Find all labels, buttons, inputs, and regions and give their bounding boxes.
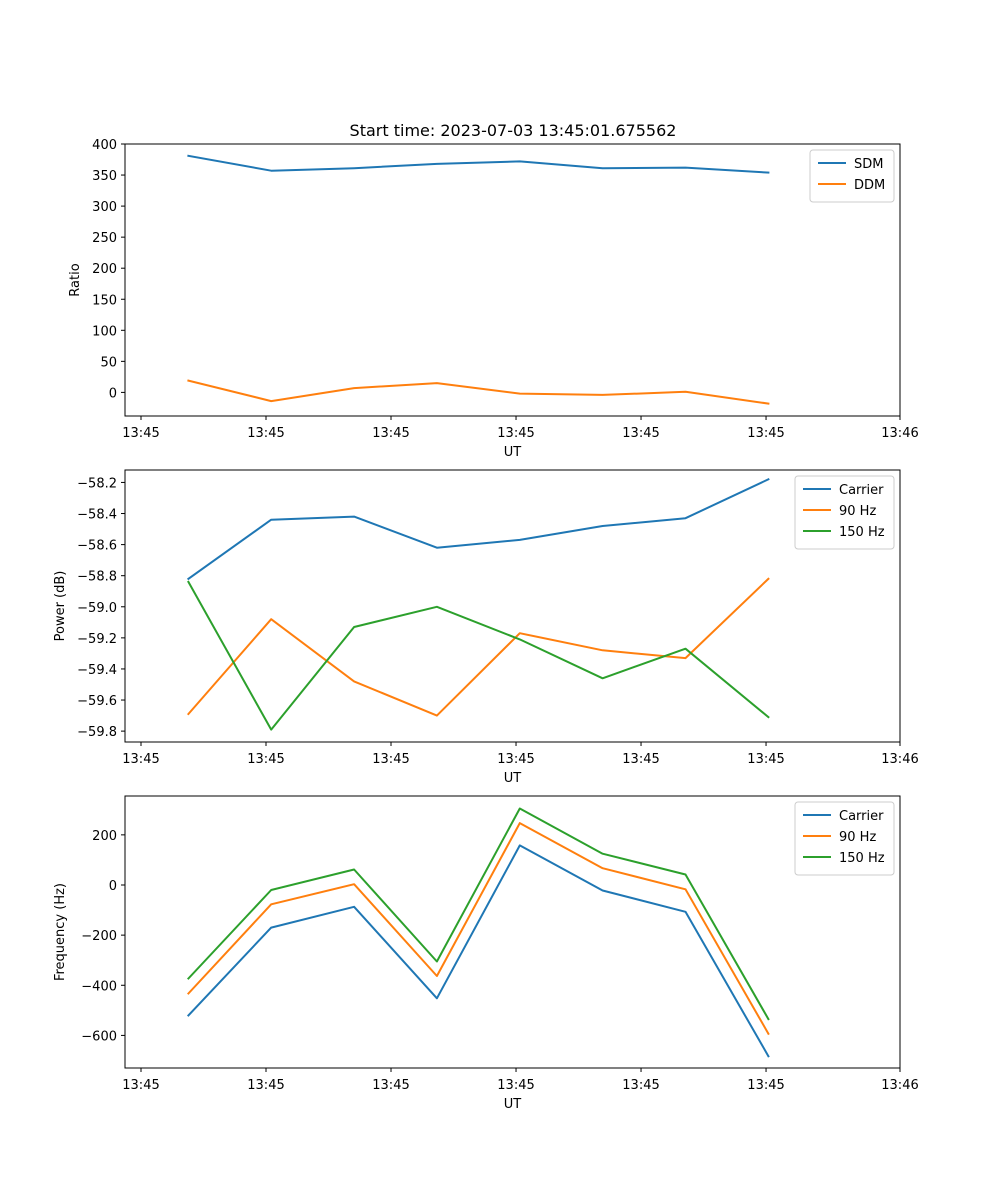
x-tick-label: 13:45 (622, 426, 659, 441)
legend-label: SDM (854, 157, 883, 172)
y-tick-label: 150 (92, 293, 117, 308)
y-tick-label: 200 (92, 262, 117, 277)
x-axis-label: UT (504, 445, 522, 460)
x-tick-label: 13:46 (881, 1078, 918, 1093)
legend: Carrier 90 Hz 150 Hz (794, 801, 895, 876)
y-tick-label: −58.6 (77, 539, 117, 554)
y-tick-label: 50 (100, 355, 117, 370)
x-tick-label: 13:45 (372, 752, 409, 767)
legend-label: 90 Hz (839, 830, 876, 845)
x-tick-label: 13:45 (747, 752, 784, 767)
y-tick-label: −59.4 (77, 663, 117, 678)
y-tick-label: −59.0 (77, 601, 117, 616)
y-tick-label: 0 (109, 879, 117, 894)
y-tick-label: −58.4 (77, 508, 117, 523)
x-tick-label: 13:46 (881, 752, 918, 767)
legend-label: 90 Hz (839, 504, 876, 519)
x-tick-label: 13:45 (372, 1078, 409, 1093)
plot-frame (124, 143, 901, 417)
x-tick-label: 13:45 (747, 1078, 784, 1093)
series-line-150-hz (186, 807, 770, 1021)
legend-label: DDM (854, 178, 885, 193)
x-tick-label: 13:45 (372, 426, 409, 441)
series-line-carrier (186, 844, 770, 1058)
x-tick-label: 13:45 (122, 1078, 159, 1093)
x-tick-label: 13:45 (247, 752, 284, 767)
y-tick-label: 400 (92, 138, 117, 153)
plot-frame (124, 795, 901, 1069)
legend-label: 150 Hz (839, 525, 885, 540)
y-axis-label: Power (dB) (53, 571, 68, 642)
x-axis-label: UT (504, 771, 522, 786)
legend-label: Carrier (839, 483, 884, 498)
y-tick-label: −58.8 (77, 570, 117, 585)
y-tick-label: 200 (92, 829, 117, 844)
series-line-ddm (187, 379, 770, 405)
legend-label: 150 Hz (839, 851, 885, 866)
y-tick-label: 100 (92, 324, 117, 339)
y-tick-label: −59.2 (77, 632, 117, 647)
y-tick-label: −58.2 (77, 476, 117, 491)
plot-frame (124, 469, 901, 743)
legend: SDM DDM (809, 149, 895, 203)
x-tick-label: 13:45 (622, 1078, 659, 1093)
x-tick-label: 13:46 (881, 426, 918, 441)
x-tick-label: 13:45 (247, 1078, 284, 1093)
legend: Carrier 90 Hz 150 Hz (794, 475, 895, 550)
x-tick-label: 13:45 (122, 426, 159, 441)
series-line-90-hz (186, 822, 770, 1036)
x-tick-label: 13:45 (497, 426, 534, 441)
x-axis-label: UT (504, 1097, 522, 1112)
x-tick-label: 13:45 (622, 752, 659, 767)
series-line-carrier (187, 477, 770, 581)
y-tick-label: −59.8 (77, 725, 117, 740)
y-tick-label: 350 (92, 169, 117, 184)
y-tick-label: 0 (109, 386, 117, 401)
y-axis-label: Ratio (68, 263, 83, 296)
y-tick-label: −200 (81, 929, 117, 944)
series-line-150-hz (187, 580, 770, 731)
y-tick-label: −400 (81, 979, 117, 994)
series-line-90-hz (186, 577, 770, 717)
y-axis-label: Frequency (Hz) (53, 883, 68, 981)
chart-panel-2: −58.2 −58.4 −58.6 −58.8 −59.0 −59.2 −59.4 −59.6… (53, 469, 919, 786)
x-tick-label: 13:45 (747, 426, 784, 441)
x-tick-label: 13:45 (122, 752, 159, 767)
legend-label: Carrier (839, 809, 884, 824)
chart-panels: 0 50 100 150 200 250 300 350 400 13:45 13:45 13:45 1… (53, 138, 919, 1112)
chart-panel-3: 200 0 −200 −400 −600 13:45 13:45 13:45 13:45 13:4… (53, 795, 919, 1112)
y-tick-label: −600 (81, 1029, 117, 1044)
x-tick-label: 13:45 (497, 1078, 534, 1093)
x-tick-label: 13:45 (497, 752, 534, 767)
chart-panel-1: 0 50 100 150 200 250 300 350 400 13:45 13:45 13:45 1… (68, 138, 919, 460)
y-tick-label: −59.6 (77, 694, 117, 709)
y-tick-label: 250 (92, 231, 117, 246)
figure-title: Start time: 2023-07-03 13:45:01.675562 (350, 121, 677, 140)
y-tick-label: 300 (92, 200, 117, 215)
x-tick-label: 13:45 (247, 426, 284, 441)
series-line-sdm (187, 154, 770, 174)
